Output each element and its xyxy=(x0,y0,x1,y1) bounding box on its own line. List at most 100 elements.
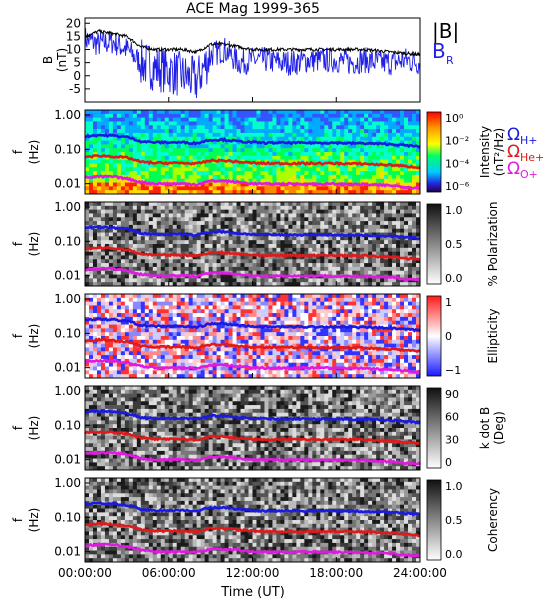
heatmap-cell xyxy=(376,278,381,283)
heatmap-cell xyxy=(296,228,301,233)
heatmap-cell xyxy=(336,144,341,149)
heatmap-cell xyxy=(372,152,377,157)
heatmap-cell xyxy=(236,309,241,314)
heatmap-cell xyxy=(292,121,297,126)
heatmap-cell xyxy=(296,144,301,149)
heatmap-cell xyxy=(244,247,249,252)
heatmap-cell xyxy=(148,221,154,226)
heatmap-cell xyxy=(160,178,166,183)
heatmap-cell xyxy=(160,228,166,233)
heatmap-cell xyxy=(140,282,146,287)
heatmap-cell xyxy=(108,355,114,360)
heatmap-cell xyxy=(320,129,325,134)
heatmap-cell xyxy=(288,159,293,164)
heatmap-cell xyxy=(252,355,257,360)
heatmap-cell xyxy=(300,155,305,160)
heatmap-cell xyxy=(216,297,221,302)
heatmap-cell xyxy=(120,316,126,322)
heatmap-cell xyxy=(268,294,273,299)
heatmap-cell xyxy=(332,110,337,115)
heatmap-cell xyxy=(168,148,174,153)
heatmap-cell xyxy=(396,159,401,164)
heatmap-cell xyxy=(376,113,381,118)
heatmap-cell xyxy=(116,132,122,138)
heatmap-cell xyxy=(128,316,134,322)
heatmap-cell xyxy=(120,278,126,283)
heatmap-cell xyxy=(212,366,217,371)
heatmap-cell xyxy=(120,362,126,367)
heatmap-cell xyxy=(396,263,401,268)
heatmap-cell xyxy=(232,332,237,337)
heatmap-cell xyxy=(244,213,249,218)
heatmap-cell xyxy=(100,339,106,344)
heatmap-cell xyxy=(144,297,150,302)
heatmap-cell xyxy=(85,294,90,299)
heatmap-cell xyxy=(92,251,98,256)
heatmap-cell xyxy=(348,144,353,149)
heatmap-cell xyxy=(224,244,229,249)
heatmap-cell xyxy=(196,282,201,287)
heatmap-cell xyxy=(244,136,249,141)
heatmap-cell xyxy=(204,202,209,207)
heatmap-cell xyxy=(85,213,90,218)
heatmap-cell xyxy=(336,155,341,160)
heatmap-cell xyxy=(292,328,297,333)
heatmap-cell xyxy=(276,144,281,149)
heatmap-cell xyxy=(368,129,373,134)
heatmap-cell xyxy=(144,171,150,176)
heatmap-cell xyxy=(328,171,333,176)
heatmap-cell xyxy=(288,259,293,264)
heatmap-cell xyxy=(340,159,345,164)
heatmap-cell xyxy=(152,174,158,180)
heatmap-cell xyxy=(324,171,329,176)
heatmap-cell xyxy=(116,129,122,134)
heatmap-cell xyxy=(160,255,166,260)
heatmap-cell xyxy=(384,136,389,141)
heatmap-cell xyxy=(112,332,118,337)
heatmap-cell xyxy=(324,270,329,275)
heatmap-cell xyxy=(180,110,185,115)
heatmap-cell xyxy=(260,240,265,245)
heatmap-cell xyxy=(360,174,365,180)
heatmap-cell xyxy=(264,186,269,191)
heatmap-cell xyxy=(384,178,389,183)
heatmap-cell xyxy=(224,224,229,230)
heatmap-cell xyxy=(232,351,237,356)
heatmap-cell xyxy=(300,117,305,122)
heatmap-cell xyxy=(176,190,182,195)
heatmap-cell xyxy=(232,132,237,138)
heatmap-cell xyxy=(120,171,126,176)
heatmap-cell xyxy=(232,297,237,302)
heatmap-cell xyxy=(88,236,94,241)
heatmap-cell xyxy=(268,213,273,218)
heatmap-cell xyxy=(404,113,409,118)
heatmap-cell xyxy=(152,259,158,264)
heatmap-cell xyxy=(212,171,217,176)
heatmap-cell xyxy=(192,159,197,164)
heatmap-cell xyxy=(192,336,197,341)
heatmap-cell xyxy=(92,351,98,356)
heatmap-cell xyxy=(372,217,377,222)
heatmap-cell xyxy=(220,351,225,356)
heatmap-cell xyxy=(372,255,377,260)
heatmap-cell xyxy=(200,313,205,318)
heatmap-cell xyxy=(312,270,317,275)
heatmap-cell xyxy=(224,328,229,333)
heatmap-cell xyxy=(196,163,201,168)
heatmap-cell xyxy=(140,148,146,153)
heatmap-cell xyxy=(404,117,409,122)
heatmap-cell xyxy=(296,332,301,337)
heatmap-cell xyxy=(288,224,293,230)
heatmap-cell xyxy=(100,209,106,214)
heatmap-cell xyxy=(368,221,373,226)
heatmap-cell xyxy=(136,221,142,226)
heatmap-cell xyxy=(328,224,333,230)
heatmap-cell xyxy=(300,374,305,379)
heatmap-cell xyxy=(244,202,249,207)
heatmap-cell xyxy=(224,140,229,145)
heatmap-cell xyxy=(144,224,150,230)
heatmap-cell xyxy=(288,297,293,302)
heatmap-cell xyxy=(108,255,114,260)
heatmap-cell xyxy=(284,236,289,241)
heatmap-cell xyxy=(112,355,118,360)
